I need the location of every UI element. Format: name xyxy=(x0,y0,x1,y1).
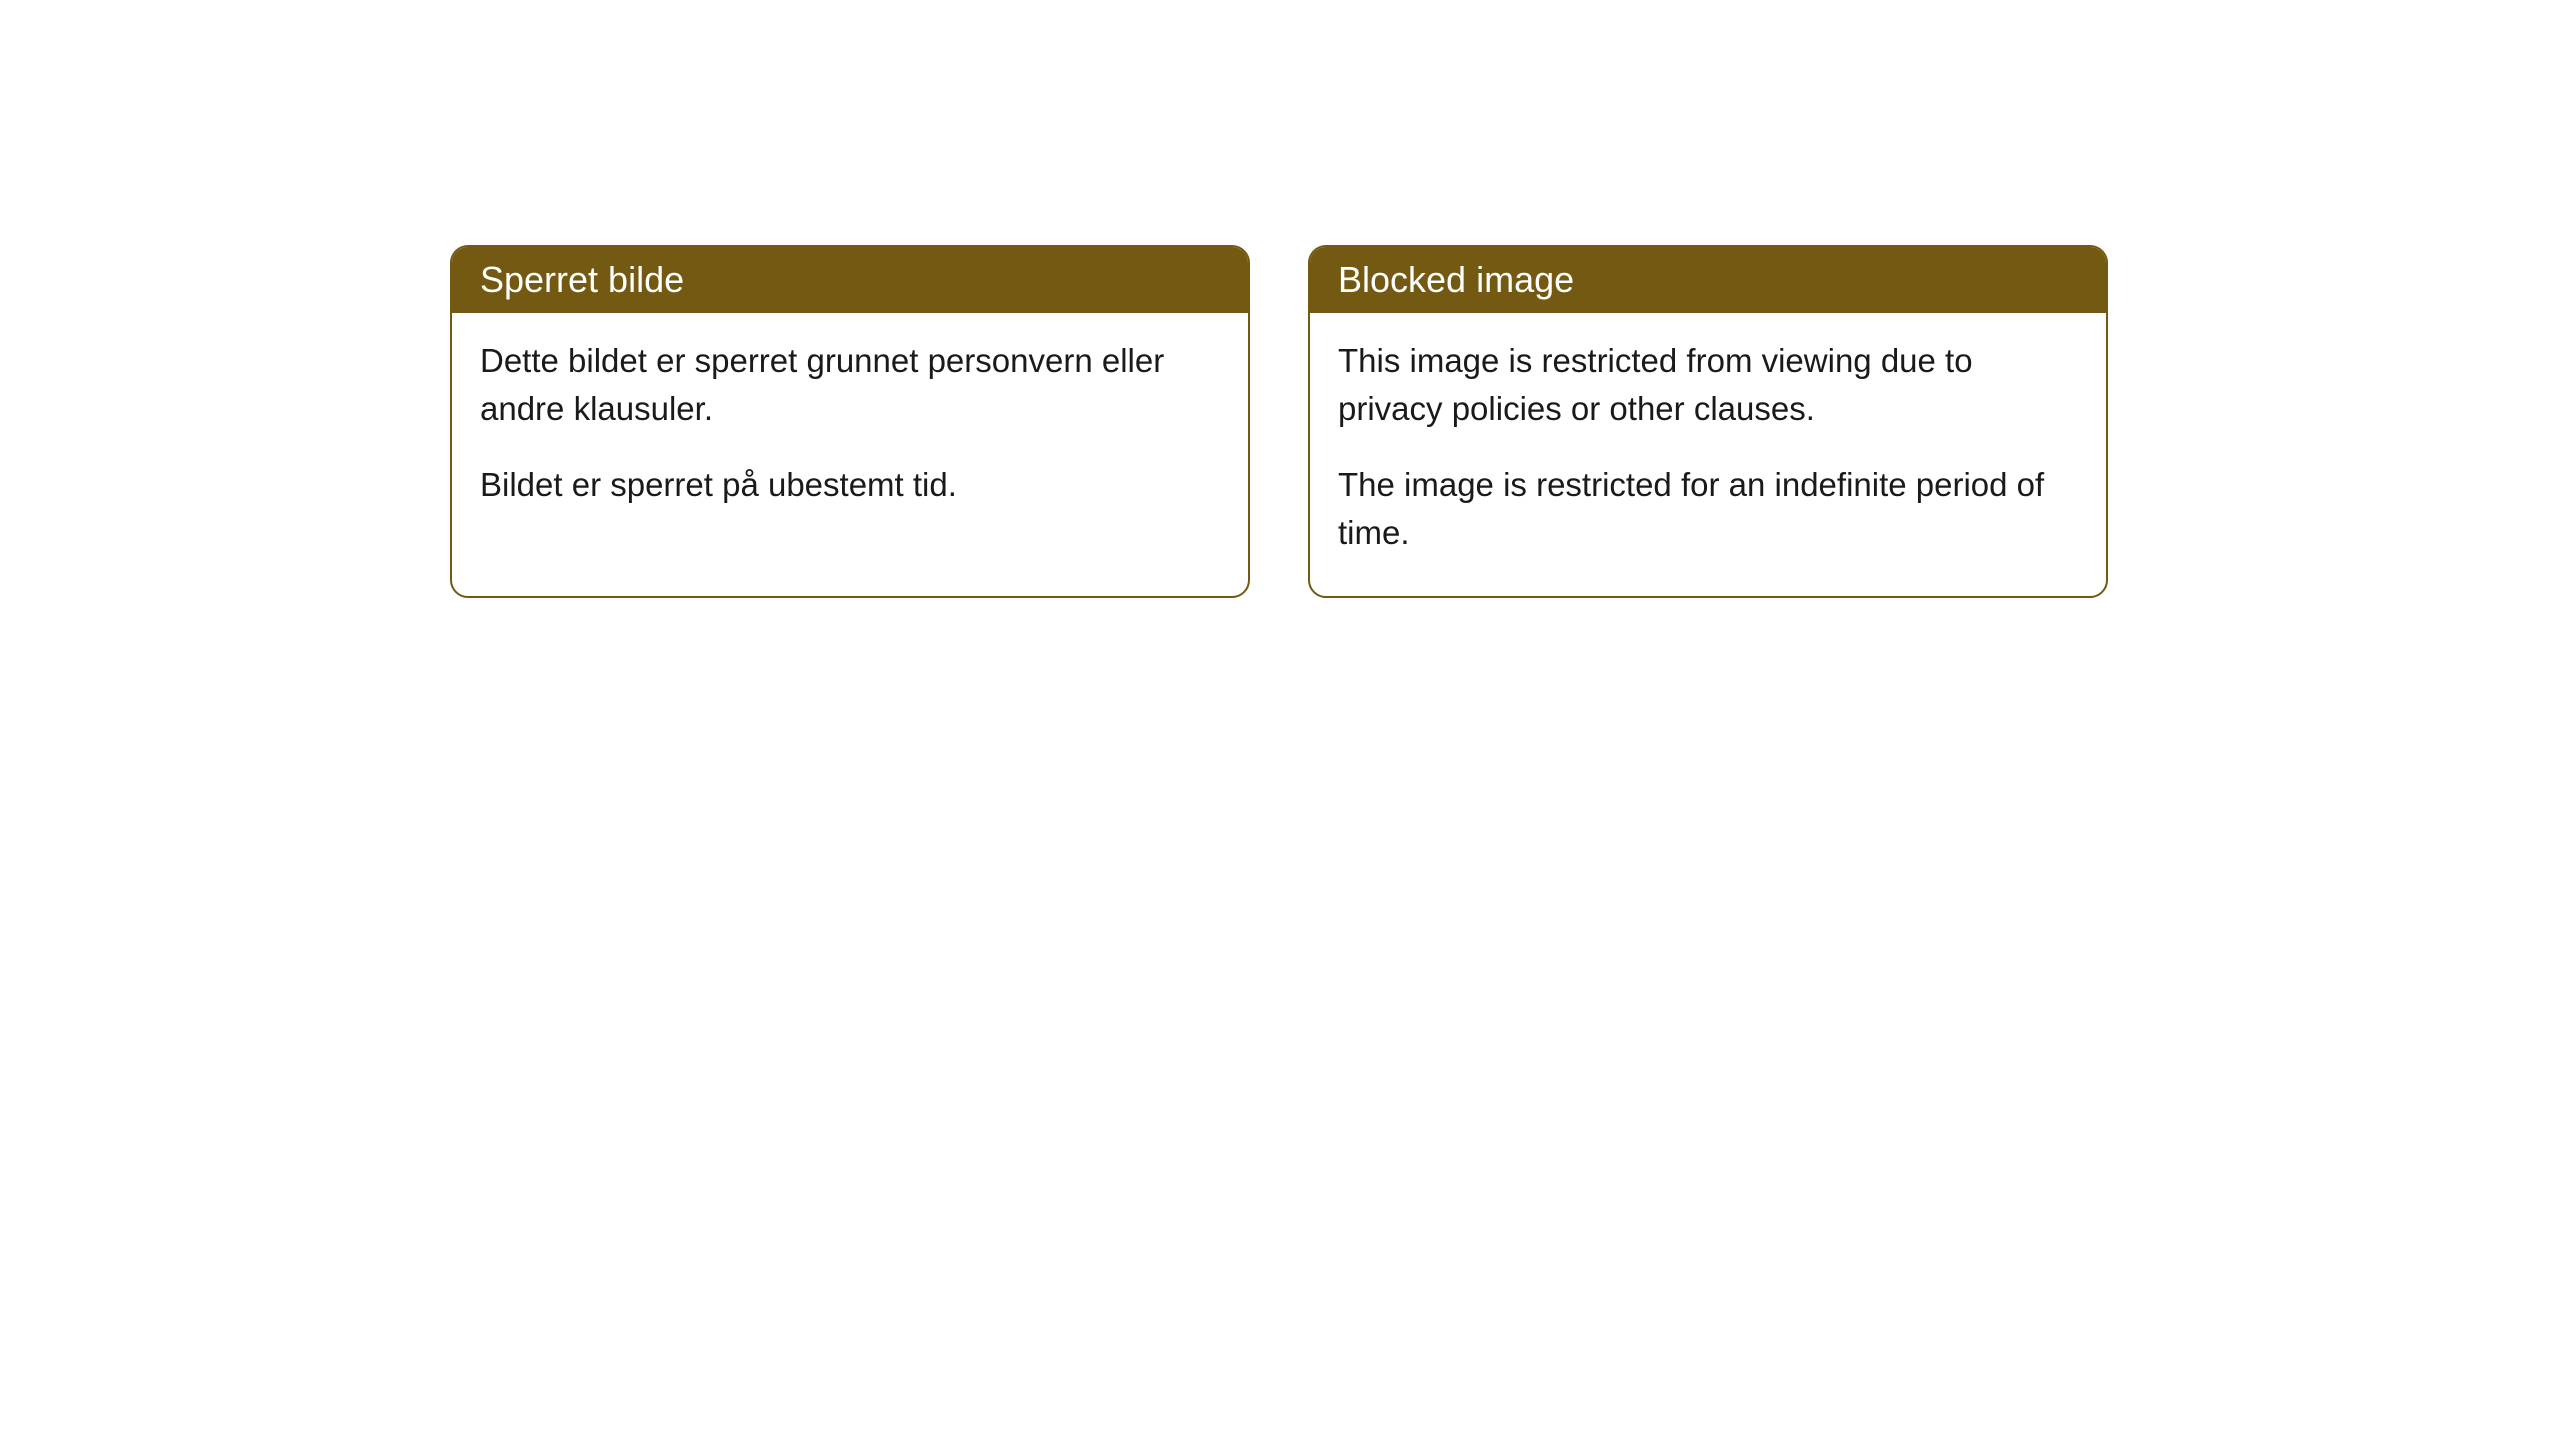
card-paragraph-2: The image is restricted for an indefinit… xyxy=(1338,461,2078,557)
notice-cards-container: Sperret bilde Dette bildet er sperret gr… xyxy=(450,245,2560,598)
card-title: Sperret bilde xyxy=(480,259,684,300)
card-paragraph-1: Dette bildet er sperret grunnet personve… xyxy=(480,337,1220,433)
card-body-norwegian: Dette bildet er sperret grunnet personve… xyxy=(452,313,1248,549)
card-body-english: This image is restricted from viewing du… xyxy=(1310,313,2106,596)
card-paragraph-2: Bildet er sperret på ubestemt tid. xyxy=(480,461,1220,509)
card-header-norwegian: Sperret bilde xyxy=(452,247,1248,313)
card-title: Blocked image xyxy=(1338,259,1574,300)
notice-card-norwegian: Sperret bilde Dette bildet er sperret gr… xyxy=(450,245,1250,598)
notice-card-english: Blocked image This image is restricted f… xyxy=(1308,245,2108,598)
card-header-english: Blocked image xyxy=(1310,247,2106,313)
card-paragraph-1: This image is restricted from viewing du… xyxy=(1338,337,2078,433)
